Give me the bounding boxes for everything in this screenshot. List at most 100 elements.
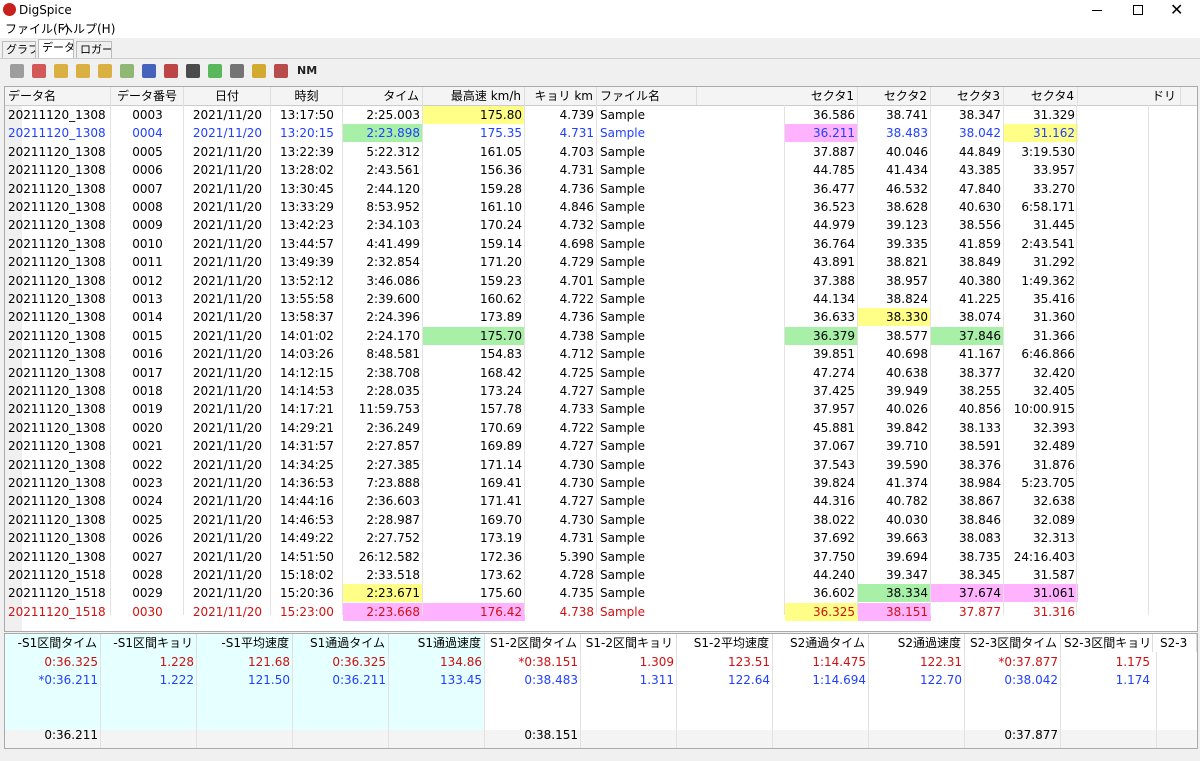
cell[interactable]: 4.727 — [559, 439, 594, 454]
cell[interactable]: 14:34:25 — [280, 457, 334, 472]
cell[interactable]: 37.887 — [813, 144, 855, 159]
cell[interactable]: Sample — [600, 218, 645, 233]
cell[interactable]: 36.586 — [813, 108, 855, 122]
cell[interactable]: 0004 — [132, 126, 163, 141]
cell[interactable]: 1.175 — [1115, 655, 1150, 669]
cell[interactable]: Sample — [600, 126, 645, 141]
cell[interactable]: 38.151 — [858, 602, 931, 621]
cell[interactable]: 20211120_1308 — [8, 476, 106, 490]
cell[interactable]: 20211120_1308 — [8, 108, 106, 122]
toolbar-button[interactable] — [230, 64, 244, 78]
cell[interactable]: 44.134 — [813, 292, 855, 306]
cell[interactable]: 13:42:23 — [280, 218, 334, 233]
cell[interactable]: 173.24 — [480, 384, 522, 398]
cell[interactable]: 0011 — [132, 255, 163, 270]
cell[interactable]: 4.846 — [559, 200, 594, 214]
cell[interactable]: 175.35 — [480, 126, 522, 141]
cell[interactable]: Sample — [600, 347, 645, 362]
cell[interactable]: 173.19 — [480, 531, 522, 546]
cell[interactable]: 13:30:45 — [280, 181, 334, 196]
cell[interactable]: 2021/11/20 — [192, 439, 263, 454]
cell[interactable]: 2021/11/20 — [192, 365, 263, 380]
cell[interactable]: 169.70 — [480, 512, 522, 527]
cell[interactable]: 0025 — [132, 512, 163, 527]
cell[interactable]: 2021/11/20 — [192, 328, 263, 343]
cell[interactable]: 2021/11/20 — [192, 200, 263, 214]
cell[interactable]: 0029 — [132, 586, 163, 601]
cell[interactable]: 38.377 — [959, 365, 1001, 380]
cell[interactable]: 0021 — [132, 439, 163, 454]
cell[interactable]: 170.69 — [480, 420, 522, 435]
toolbar-button[interactable] — [186, 64, 200, 78]
cell[interactable]: 1.222 — [159, 673, 194, 687]
cell[interactable]: 41.434 — [886, 163, 928, 178]
cell[interactable]: 20211120_1308 — [8, 512, 106, 527]
cell[interactable]: 38.334 — [858, 584, 931, 603]
cell[interactable]: 173.89 — [480, 310, 522, 325]
cell[interactable]: 2021/11/20 — [192, 549, 263, 564]
cell[interactable]: 173.62 — [480, 568, 522, 582]
cell[interactable]: 4.730 — [559, 457, 594, 472]
cell[interactable]: 11:59.753 — [358, 402, 420, 417]
cell[interactable]: 20211120_1308 — [8, 328, 106, 343]
cell[interactable]: 14:14:53 — [280, 384, 334, 398]
cell[interactable]: 31.292 — [1033, 255, 1075, 270]
cell[interactable]: 4.722 — [559, 420, 594, 435]
cell[interactable]: 4.727 — [559, 494, 594, 509]
cell[interactable]: 40.638 — [886, 365, 928, 380]
cell[interactable]: 154.83 — [480, 347, 522, 362]
cell[interactable]: 20211120_1308 — [8, 402, 106, 417]
cell[interactable]: 44.240 — [813, 568, 855, 582]
cell[interactable]: 4.731 — [559, 126, 594, 141]
cell[interactable]: 156.36 — [480, 163, 522, 178]
cell[interactable]: 44.785 — [813, 163, 855, 178]
cell[interactable]: 20211120_1308 — [8, 126, 106, 141]
cell[interactable]: 20211120_1308 — [8, 218, 106, 233]
cell[interactable]: 0006 — [132, 163, 163, 178]
cell[interactable]: 0018 — [132, 384, 163, 398]
cell[interactable]: 39.694 — [886, 549, 928, 564]
cell[interactable]: 0022 — [132, 457, 163, 472]
cell[interactable]: 38.330 — [858, 308, 931, 327]
cell[interactable]: 4.730 — [559, 512, 594, 527]
cell[interactable]: 4.725 — [559, 365, 594, 380]
cell[interactable]: 13:49:39 — [280, 255, 334, 270]
cell[interactable]: 2:28.987 — [366, 512, 420, 527]
cell[interactable]: 39.590 — [886, 457, 928, 472]
cell[interactable]: 2021/11/20 — [192, 218, 263, 233]
cell[interactable]: 33.270 — [1033, 181, 1075, 196]
cell[interactable]: Sample — [600, 549, 645, 564]
cell[interactable]: 2021/11/20 — [192, 273, 263, 288]
cell[interactable]: 159.14 — [480, 236, 522, 251]
cell[interactable]: 20211120_1308 — [8, 549, 106, 564]
cell[interactable]: 172.36 — [480, 549, 522, 564]
cell[interactable]: 2021/11/20 — [192, 384, 263, 398]
cell[interactable]: Sample — [600, 476, 645, 490]
cell[interactable]: 38.347 — [959, 108, 1001, 122]
cell[interactable]: 20211120_1308 — [8, 420, 106, 435]
cell[interactable]: 161.05 — [480, 144, 522, 159]
cell[interactable]: 159.23 — [480, 273, 522, 288]
cell[interactable]: 2021/11/20 — [192, 144, 263, 159]
cell[interactable]: 37.067 — [813, 439, 855, 454]
tab[interactable]: データ — [38, 39, 74, 58]
cell[interactable]: 2021/11/20 — [192, 163, 263, 178]
cell[interactable]: 39.842 — [886, 420, 928, 435]
cell[interactable]: 4.732 — [559, 218, 594, 233]
cell[interactable]: 4.722 — [559, 292, 594, 306]
cell[interactable]: Sample — [600, 512, 645, 527]
cell[interactable]: 121.68 — [248, 655, 290, 669]
cell[interactable]: 4.731 — [559, 163, 594, 178]
cell[interactable]: Sample — [600, 181, 645, 196]
cell[interactable]: 37.692 — [813, 531, 855, 546]
cell[interactable]: 4.728 — [559, 568, 594, 582]
cell[interactable]: 0007 — [132, 181, 163, 196]
cell[interactable]: 2:23.898 — [343, 124, 423, 143]
cell[interactable]: 14:31:57 — [280, 439, 334, 454]
cell[interactable]: 2:44.120 — [366, 181, 420, 196]
toolbar-button[interactable] — [142, 64, 156, 78]
cell[interactable]: 2021/11/20 — [192, 347, 263, 362]
cell[interactable]: Sample — [600, 200, 645, 214]
cell[interactable]: 20211120_1308 — [8, 273, 106, 288]
cell[interactable]: 4.727 — [559, 384, 594, 398]
